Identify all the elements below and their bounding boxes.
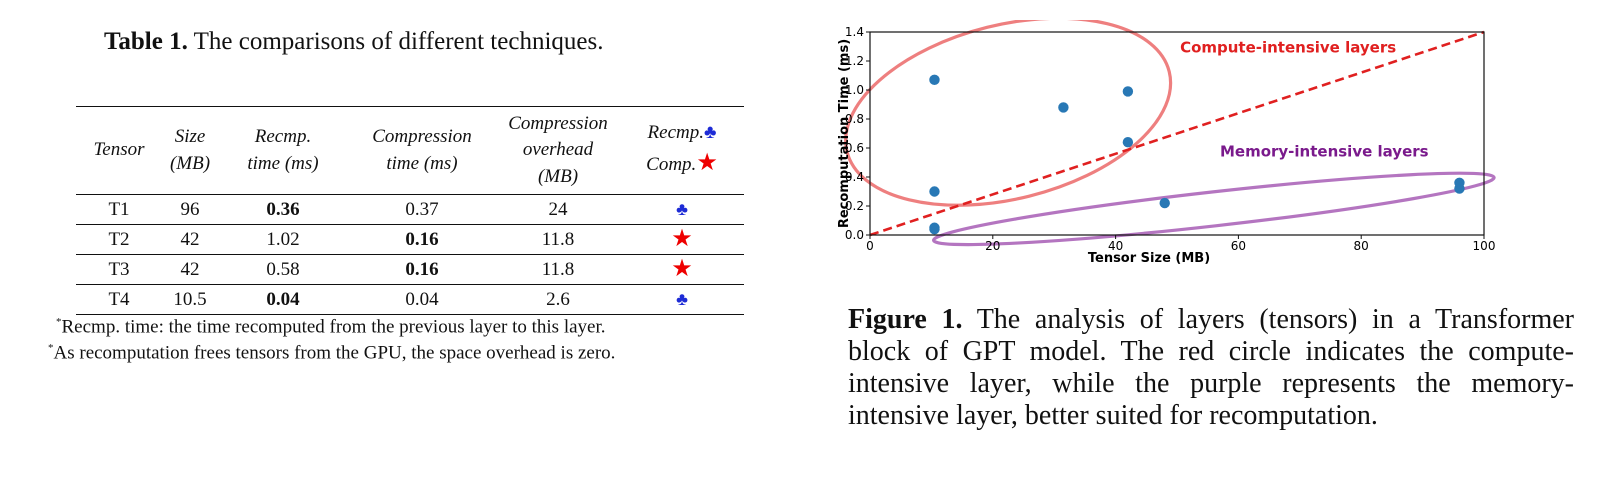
table-row: T3 42 0.58 0.16 11.8 ★ <box>76 255 744 285</box>
y-tick-label: 0.4 <box>845 170 864 184</box>
compute-intensive-ellipse <box>844 20 1173 207</box>
club-icon: ♣ <box>703 122 717 144</box>
header-size: Size (MB) <box>169 125 211 174</box>
cell-size: 96 <box>180 198 200 220</box>
table-caption-text: The comparisons of different techniques. <box>193 28 604 55</box>
data-point <box>1454 183 1465 194</box>
cell-overhead: 2.6 <box>546 288 570 310</box>
cell-size: 10.5 <box>173 288 207 310</box>
table-header-row: Tensor Size (MB) Recmp. time (ms) Compress… <box>76 106 744 195</box>
x-tick-label: 80 <box>1354 239 1369 253</box>
data-point <box>1122 137 1134 148</box>
cell-recmp: 0.36 <box>266 198 300 220</box>
y-tick-label: 0.2 <box>845 199 864 213</box>
table-note-1: *Recmp. time: the time recomputed from t… <box>56 316 606 338</box>
diagonal-line <box>869 30 1485 237</box>
cell-method: ★ <box>620 225 744 255</box>
data-point <box>929 224 940 235</box>
header-recmp-time: Recmp. time (ms) <box>247 125 319 174</box>
table-note-2: *As recomputation frees tensors from the… <box>48 342 616 364</box>
data-point <box>1159 197 1170 209</box>
header-tensor: Tensor <box>93 139 145 161</box>
club-icon: ♣ <box>676 198 688 219</box>
annotation-memory: Memory-intensive layers <box>1220 143 1429 161</box>
club-icon: ♣ <box>676 288 688 309</box>
cell-recmp: 0.04 <box>266 288 300 310</box>
cell-method: ★ <box>620 255 744 285</box>
x-tick-label: 0 <box>866 239 874 253</box>
data-point <box>929 186 940 197</box>
cell-overhead: 11.8 <box>541 228 575 250</box>
y-tick-label: 0.0 <box>845 228 864 242</box>
cell-comp: 0.04 <box>405 288 439 310</box>
table-caption-label: Table 1. <box>104 28 188 55</box>
x-tick-label: 40 <box>1108 239 1123 253</box>
x-axis-label: Tensor Size (MB) <box>1088 251 1210 266</box>
cell-recmp: 0.58 <box>266 258 300 280</box>
star-icon: ★ <box>696 150 718 176</box>
table-row: T1 96 0.36 0.37 24 ♣ <box>76 195 744 225</box>
cell-size: 42 <box>180 228 200 250</box>
cell-tensor: T2 <box>108 228 130 250</box>
cell-tensor: T4 <box>108 288 130 310</box>
y-tick-label: 0.6 <box>845 141 864 155</box>
y-tick-label: 0.8 <box>845 112 864 126</box>
cell-overhead: 24 <box>548 198 568 220</box>
cell-tensor: T1 <box>108 198 130 220</box>
cell-tensor: T3 <box>108 258 130 280</box>
cell-recmp: 1.02 <box>266 228 300 250</box>
scatter-chart: 0 20 40 60 80 100 0.0 0.2 0.4 0.6 0.8 1.0 1.2 1.4 Te… <box>837 20 1496 266</box>
x-tick-label: 20 <box>985 239 1000 253</box>
data-point <box>929 74 940 86</box>
y-tick-label: 1.0 <box>845 83 864 97</box>
cell-comp: 0.16 <box>405 258 439 280</box>
y-tick-label: 1.4 <box>845 25 864 39</box>
comparison-table: Tensor Size (MB) Recmp. time (ms) Compress… <box>76 106 744 315</box>
memory-intensive-ellipse <box>931 171 1496 247</box>
plot-frame <box>869 31 1485 236</box>
annotation-compute: Compute-intensive layers <box>1180 38 1396 56</box>
cell-method: ♣ <box>620 195 744 225</box>
cell-method: ♣ <box>620 285 744 315</box>
data-point <box>1058 102 1069 113</box>
cell-comp: 0.37 <box>405 198 439 220</box>
cell-overhead: 11.8 <box>541 258 575 280</box>
table-row: T2 42 1.02 0.16 11.8 ★ <box>76 225 744 255</box>
star-icon: ★ <box>671 256 693 282</box>
header-method-symbol: Recmp.♣ Comp.★ <box>646 122 718 176</box>
cell-comp: 0.16 <box>405 228 439 250</box>
star-icon: ★ <box>671 226 693 252</box>
x-tick-label: 100 <box>1473 239 1496 253</box>
data-point <box>1122 86 1134 97</box>
figure-caption-text: The analysis of layers (tensors) in a Tr… <box>848 304 1575 431</box>
y-axis-label: Recomputation Time (ms) <box>837 39 852 228</box>
table-caption: Table 1. The comparisons of different te… <box>104 28 603 56</box>
figure-caption: Figure 1. The analysis of layers (tensor… <box>848 304 1574 432</box>
x-tick-label: 60 <box>1231 239 1246 253</box>
y-tick-label: 1.2 <box>845 54 864 68</box>
table-row: T4 10.5 0.04 0.04 2.6 ♣ <box>76 285 744 315</box>
cell-size: 42 <box>180 258 200 280</box>
header-compression-overhead: Compression overhead (MB) <box>508 112 608 187</box>
header-compression-time: Compression time (ms) <box>372 125 472 174</box>
figure-caption-label: Figure 1. <box>848 304 963 335</box>
